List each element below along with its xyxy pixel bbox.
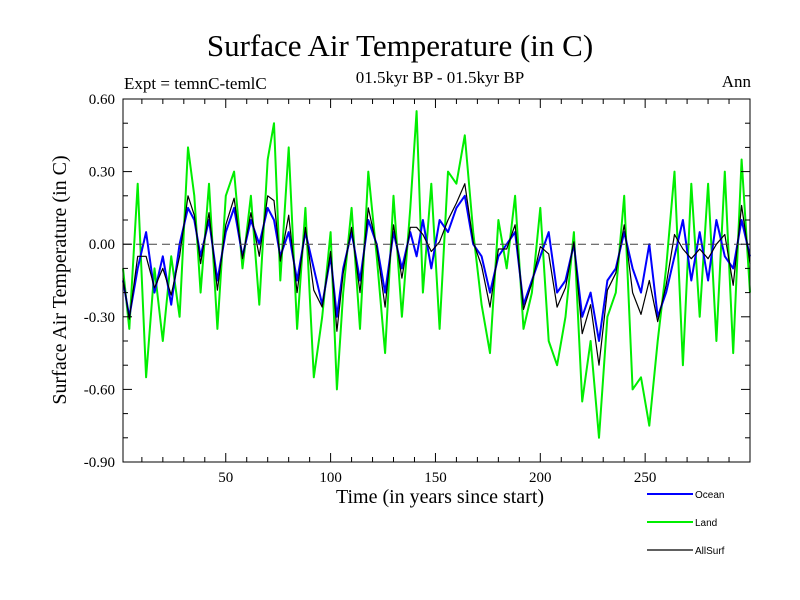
y-tick-label: -0.60	[84, 382, 115, 398]
legend-label-land: Land	[695, 518, 717, 529]
legend: Ocean Land AllSurf	[647, 490, 725, 557]
y-tick-label: -0.30	[84, 310, 115, 326]
plot-area-frame	[122, 98, 751, 463]
x-tick-label: 50	[218, 470, 233, 486]
series-line-allsurf	[122, 183, 751, 366]
y-tick-label: 0.60	[89, 92, 115, 108]
season-label: Ann	[721, 72, 751, 91]
period-subtitle: 01.5kyr BP - 01.5kyr BP	[355, 68, 525, 87]
x-tick-label: 150	[424, 470, 447, 486]
legend-label-ocean: Ocean	[695, 490, 724, 501]
y-tick-label: -0.90	[84, 455, 115, 471]
x-tick-label: 200	[529, 470, 552, 486]
y-tick-label: 0.00	[89, 237, 115, 253]
axis-ticks: 50 100 150 200 250 0.60 0.30 0.00 -0.30 -0.60 -0.9…	[84, 92, 750, 486]
x-axis-label: Time (in years since start)	[336, 486, 544, 508]
y-axis-label: Surface Air Temperature (in C)	[49, 155, 71, 404]
x-tick-label: 100	[319, 470, 342, 486]
series-line-land	[122, 110, 751, 439]
experiment-label: Expt = temnC-temlC	[124, 74, 267, 93]
legend-label-allsurf: AllSurf	[695, 546, 725, 557]
series-layer	[122, 110, 751, 439]
x-tick-label: 250	[634, 470, 657, 486]
y-tick-label: 0.30	[89, 165, 115, 181]
chart-title: Surface Air Temperature (in C)	[206, 28, 594, 63]
